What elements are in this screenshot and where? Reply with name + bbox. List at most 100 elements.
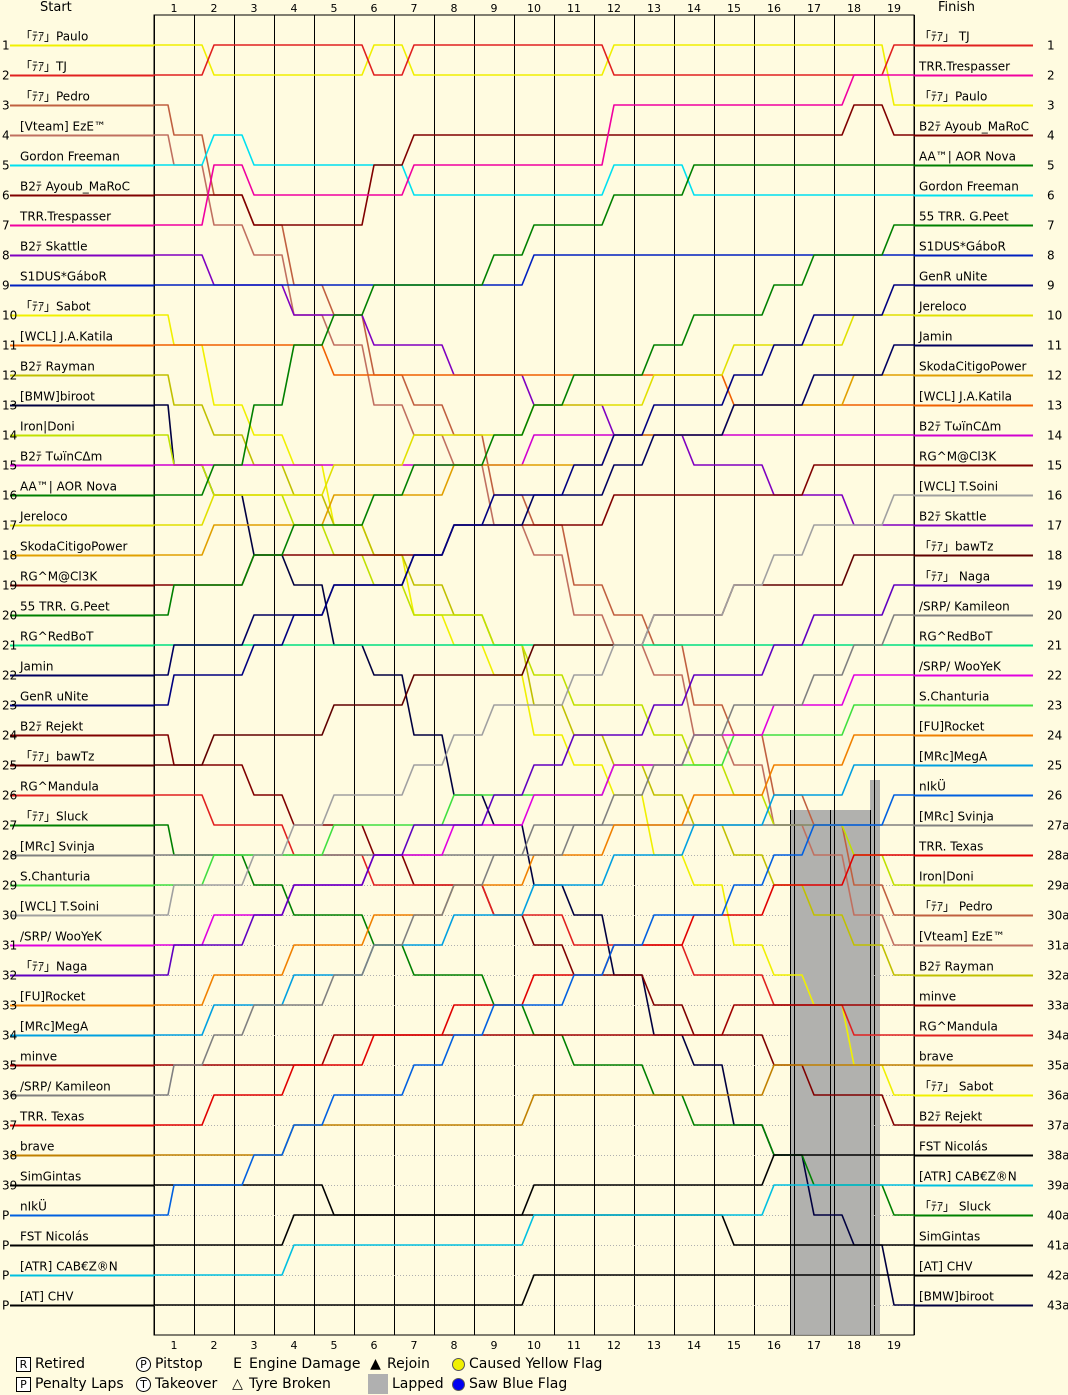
- start-driver-label: [WCL] J.A.Katila: [20, 330, 113, 344]
- legend-blue-flag: Saw Blue Flag: [452, 1376, 567, 1392]
- legend-label: Takeover: [155, 1376, 218, 1392]
- start-position-label: 16: [2, 489, 17, 503]
- start-driver-label: 「ﾃｱ」Sluck: [20, 810, 88, 824]
- finish-position-label: 36a: [1047, 1089, 1068, 1103]
- lap-tick-label: 4: [291, 1339, 298, 1352]
- finish-position-label: 29a: [1047, 879, 1068, 893]
- start-position-label: 24: [2, 729, 17, 743]
- start-driver-label: RG^Mandula: [20, 780, 99, 794]
- start-driver-label: RG^RedBoT: [20, 630, 94, 644]
- finish-driver-label: [Vteam] EzE™: [919, 930, 1005, 944]
- finish-position-label: 18: [1047, 549, 1062, 563]
- finish-position-label: 32a: [1047, 969, 1068, 983]
- start-position-label: P: [2, 1269, 9, 1283]
- start-driver-label: B2ﾃ TωïnCΔm: [20, 450, 102, 464]
- start-position-label: 30: [2, 909, 17, 923]
- start-position-label: 21: [2, 639, 17, 653]
- finish-position-label: 26: [1047, 789, 1062, 803]
- start-position-label: 3: [2, 99, 10, 113]
- start-position-label: 29: [2, 879, 17, 893]
- start-driver-label: 「ﾃｱ」bawTz: [20, 750, 94, 764]
- finish-driver-label: Gordon Freeman: [919, 180, 1019, 194]
- lap-tick-label: 17: [807, 2, 821, 15]
- finish-driver-label: 「ﾃｱ」 Sluck: [919, 1200, 991, 1214]
- finish-position-label: 5: [1047, 159, 1055, 173]
- start-driver-label: nIkÜ: [20, 1198, 47, 1214]
- finish-driver-label: TRR.Trespasser: [918, 60, 1010, 74]
- finish-driver-label: S1DUS*GáboR: [919, 240, 1006, 254]
- series-line: [154, 1004, 914, 1066]
- legend-label: Retired: [35, 1356, 86, 1372]
- legend-penalty: P Penalty Laps: [16, 1376, 124, 1392]
- lap-tick-label: 10: [527, 1339, 541, 1352]
- start-position-label: 6: [2, 189, 10, 203]
- finish-driver-label: AA™| AOR Nova: [919, 150, 1016, 164]
- start-driver-label: Gordon Freeman: [20, 150, 120, 164]
- series-line: [154, 134, 914, 946]
- start-driver-label: 「ﾃｱ」Paulo: [20, 30, 88, 44]
- start-driver-label: /SRP/ Kamileon: [20, 1080, 111, 1094]
- start-position-label: 19: [2, 579, 17, 593]
- finish-position-label: 24: [1047, 729, 1062, 743]
- finish-position-label: 43a: [1047, 1299, 1068, 1313]
- lap-tick-label: 2: [211, 2, 218, 15]
- start-position-label: P: [2, 1299, 9, 1313]
- start-position-label: 15: [2, 459, 17, 473]
- lap-tick-label: 13: [647, 2, 661, 15]
- start-driver-label: SimGintas: [20, 1170, 81, 1184]
- series-line: [154, 104, 914, 226]
- finish-position-label: 40a: [1047, 1209, 1068, 1223]
- start-position-label: 33: [2, 999, 17, 1013]
- legend-label: Caused Yellow Flag: [469, 1356, 603, 1372]
- finish-driver-label: minve: [919, 990, 956, 1004]
- start-position-label: 14: [2, 429, 17, 443]
- start-position-label: 27: [2, 819, 17, 833]
- lap-tick-label: 7: [411, 2, 418, 15]
- finish-position-label: 4: [1047, 129, 1055, 143]
- finish-driver-label: [AT] CHV: [919, 1260, 973, 1274]
- lap-tick-label: 18: [847, 2, 861, 15]
- finish-position-label: 38a: [1047, 1149, 1068, 1163]
- finish-driver-label: [WCL] T.Soini: [919, 480, 998, 494]
- finish-driver-label: S.Chanturia: [919, 690, 989, 704]
- series-line: [154, 854, 914, 1126]
- finish-position-label: 1: [1047, 39, 1055, 53]
- start-driver-label: minve: [20, 1050, 57, 1064]
- start-driver-label: [FU]Rocket: [20, 990, 86, 1004]
- start-position-label: 35: [2, 1059, 17, 1073]
- lap-tick-label: 7: [411, 1339, 418, 1352]
- start-position-label: 8: [2, 249, 10, 263]
- blue-flag-icon: [452, 1377, 465, 1391]
- start-driver-label: [MRc] Svinja: [20, 840, 95, 854]
- start-position-label: 22: [2, 669, 17, 683]
- start-position-label: 25: [2, 759, 17, 773]
- finish-position-label: 35a: [1047, 1059, 1068, 1073]
- series-line: [154, 734, 914, 1126]
- finish-driver-label: TRR. Texas: [918, 840, 983, 854]
- lap-tick-label: 19: [887, 1339, 901, 1352]
- start-driver-label: [WCL] T.Soini: [20, 900, 99, 914]
- lap-tick-label: 16: [767, 2, 781, 15]
- lap-tick-label: 1: [171, 1339, 178, 1352]
- start-driver-label: RG^M@Cl3K: [20, 570, 98, 584]
- finish-driver-label: [MRc]MegA: [919, 750, 988, 764]
- start-position-label: 9: [2, 279, 10, 293]
- pitstop-icon: P: [136, 1356, 151, 1372]
- start-position-label: 1: [2, 39, 10, 53]
- start-position-label: 18: [2, 549, 17, 563]
- start-driver-label: [Vteam] EzE™: [20, 120, 106, 134]
- start-driver-label: [AT] CHV: [20, 1290, 74, 1304]
- finish-driver-label: [ATR] CAB€Z®N: [919, 1170, 1017, 1184]
- start-driver-label: AA™| AOR Nova: [20, 480, 117, 494]
- legend-tyre: △ Tyre Broken: [230, 1376, 331, 1392]
- start-position-label: 13: [2, 399, 17, 413]
- lap-tick-label: 9: [491, 2, 498, 15]
- finish-driver-label: B2ﾃ TωïnCΔm: [919, 420, 1001, 434]
- finish-position-label: 31a: [1047, 939, 1068, 953]
- lap-tick-label: 11: [567, 1339, 581, 1352]
- lap-tick-label: 1: [171, 2, 178, 15]
- finish-position-label: 33a: [1047, 999, 1068, 1013]
- finish-position-label: 42a: [1047, 1269, 1068, 1283]
- legend-label: Pitstop: [155, 1356, 203, 1372]
- start-driver-label: B2ﾃ Rejekt: [20, 720, 84, 734]
